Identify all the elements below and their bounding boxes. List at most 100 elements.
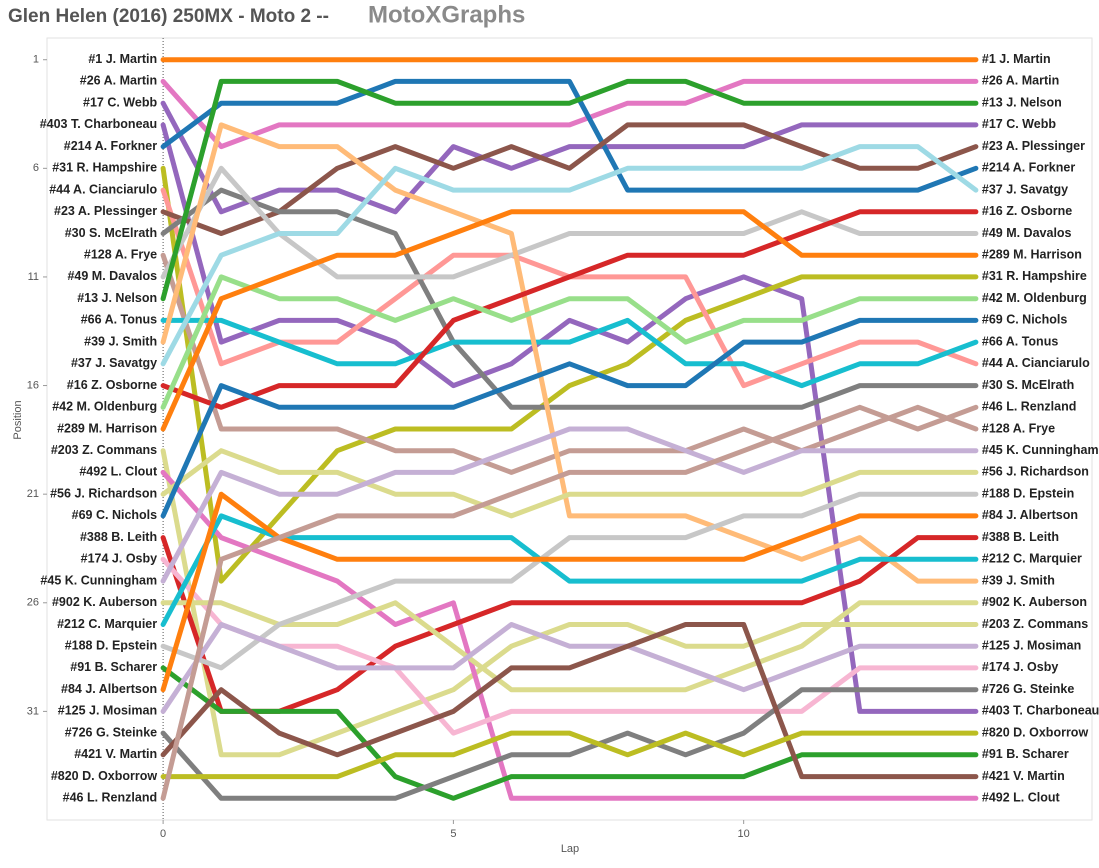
start-label: #23 A. Plessinger: [54, 204, 157, 218]
start-label: #203 Z. Commans: [51, 443, 157, 457]
rider-line: [160, 78, 979, 193]
end-label: #492 L. Clout: [982, 791, 1061, 805]
start-label: #26 A. Martin: [80, 74, 157, 88]
rider-line: [160, 317, 979, 389]
start-label: #212 C. Marquier: [57, 617, 157, 631]
start-label: #421 V. Martin: [74, 747, 157, 761]
start-label: #45 K. Cunningham: [40, 573, 157, 587]
start-label: #37 J. Savatgy: [71, 356, 157, 370]
end-label: #37 J. Savatgy: [982, 182, 1068, 196]
end-label: #214 A. Forkner: [982, 161, 1075, 175]
end-label: #16 Z. Osborne: [982, 204, 1072, 218]
rider-line: [160, 252, 979, 475]
lines-layer: [160, 57, 979, 801]
end-label: #289 M. Harrison: [982, 248, 1082, 262]
end-label: #49 M. Davalos: [982, 226, 1072, 240]
start-label: #17 C. Webb: [83, 95, 157, 109]
start-label: #726 G. Steinke: [65, 725, 157, 739]
end-label: #421 V. Martin: [982, 769, 1065, 783]
end-label: #203 Z. Commans: [982, 617, 1088, 631]
rider-line: [160, 687, 979, 801]
y-tick-label: 11: [28, 271, 39, 283]
end-label: #31 R. Hampshire: [982, 269, 1087, 283]
start-label: #16 Z. Osborne: [67, 378, 157, 392]
y-tick-label: 26: [27, 597, 39, 609]
end-label: #46 L. Renzland: [982, 400, 1076, 414]
rider-line: [160, 622, 979, 714]
rider-line: [160, 448, 979, 519]
rider-line: [160, 600, 979, 693]
end-label: #69 C. Nichols: [982, 313, 1067, 327]
start-label: #84 J. Albertson: [61, 682, 157, 696]
start-label: #39 J. Smith: [84, 334, 157, 348]
end-label: #44 A. Cianciarulo: [982, 356, 1090, 370]
brand: MotoXGraphs: [368, 1, 525, 28]
start-label: #49 M. Davalos: [67, 269, 157, 283]
rider-line: [160, 144, 979, 367]
end-label: #188 D. Epstein: [982, 486, 1074, 500]
rider-line: [160, 665, 979, 801]
end-label: #726 G. Steinke: [982, 682, 1074, 696]
end-label: #174 J. Osby: [982, 660, 1058, 674]
end-label: #66 A. Tonus: [982, 334, 1058, 348]
start-label: #820 D. Oxborrow: [51, 769, 158, 783]
rider-line: [160, 491, 979, 671]
start-label: #403 T. Charboneau: [40, 117, 157, 131]
rider-line: [160, 78, 979, 150]
rider-line: [160, 469, 979, 801]
end-label: #23 A. Plessinger: [982, 139, 1085, 153]
rider-line: [160, 78, 979, 302]
end-label: #56 J. Richardson: [982, 465, 1089, 479]
rider-line: [160, 535, 979, 714]
x-tick-label: 10: [738, 828, 750, 840]
end-label: #13 J. Nelson: [982, 95, 1062, 109]
y-tick-label: 21: [27, 488, 39, 500]
start-label: #128 A. Frye: [84, 248, 157, 262]
start-label: #188 D. Epstein: [65, 639, 157, 653]
end-label: #125 J. Mosiman: [982, 639, 1081, 653]
start-label: #13 J. Nelson: [77, 291, 157, 305]
start-label: #289 M. Harrison: [57, 421, 157, 435]
y-tick-label: 31: [27, 705, 39, 717]
start-label: #66 A. Tonus: [81, 313, 157, 327]
plot-frame: [46, 37, 1093, 821]
end-label: #39 J. Smith: [982, 573, 1055, 587]
start-label: #42 M. Oldenburg: [52, 400, 157, 414]
rider-line: [160, 122, 979, 236]
end-label: #42 M. Oldenburg: [982, 291, 1087, 305]
labels-layer: #1 J. Martin #1 J. Martin #26 A. Martin #26…: [40, 52, 1099, 805]
x-tick-label: 5: [450, 828, 456, 840]
start-label: #388 B. Leith: [80, 530, 157, 544]
end-label: #26 A. Martin: [982, 74, 1059, 88]
start-label: #125 J. Mosiman: [58, 704, 157, 718]
end-label: #91 B. Scharer: [982, 747, 1069, 761]
start-label: #56 J. Richardson: [50, 486, 157, 500]
end-label: #212 C. Marquier: [982, 552, 1082, 566]
rider-line: [160, 100, 979, 215]
rider-line: [160, 187, 979, 410]
rider-line: [160, 622, 979, 780]
chart-title: Glen Helen (2016) 250MX - Moto 2 --: [8, 6, 329, 27]
end-label: #45 K. Cunningham: [982, 443, 1099, 457]
end-label: #820 D. Oxborrow: [982, 725, 1089, 739]
end-label: #128 A. Frye: [982, 421, 1055, 435]
rider-line: [160, 122, 979, 714]
rider-line: [160, 404, 979, 801]
start-label: #30 S. McElrath: [65, 226, 157, 240]
y-tick-label: 6: [33, 162, 39, 174]
x-tick-label: 0: [160, 828, 166, 840]
start-label: #174 J. Osby: [81, 552, 157, 566]
end-label: #17 C. Webb: [982, 117, 1056, 131]
end-label: #403 T. Charboneau: [982, 704, 1099, 718]
start-label: #69 C. Nichols: [72, 508, 157, 522]
end-label: #84 J. Albertson: [982, 508, 1078, 522]
rider-line: [160, 426, 979, 584]
y-axis-title: Position: [12, 400, 24, 439]
end-label: #388 B. Leith: [982, 530, 1059, 544]
end-label: #1 J. Martin: [982, 52, 1051, 66]
rider-line: [160, 209, 979, 432]
end-label: #30 S. McElrath: [982, 378, 1074, 392]
y-tick-label: 1: [33, 54, 39, 66]
